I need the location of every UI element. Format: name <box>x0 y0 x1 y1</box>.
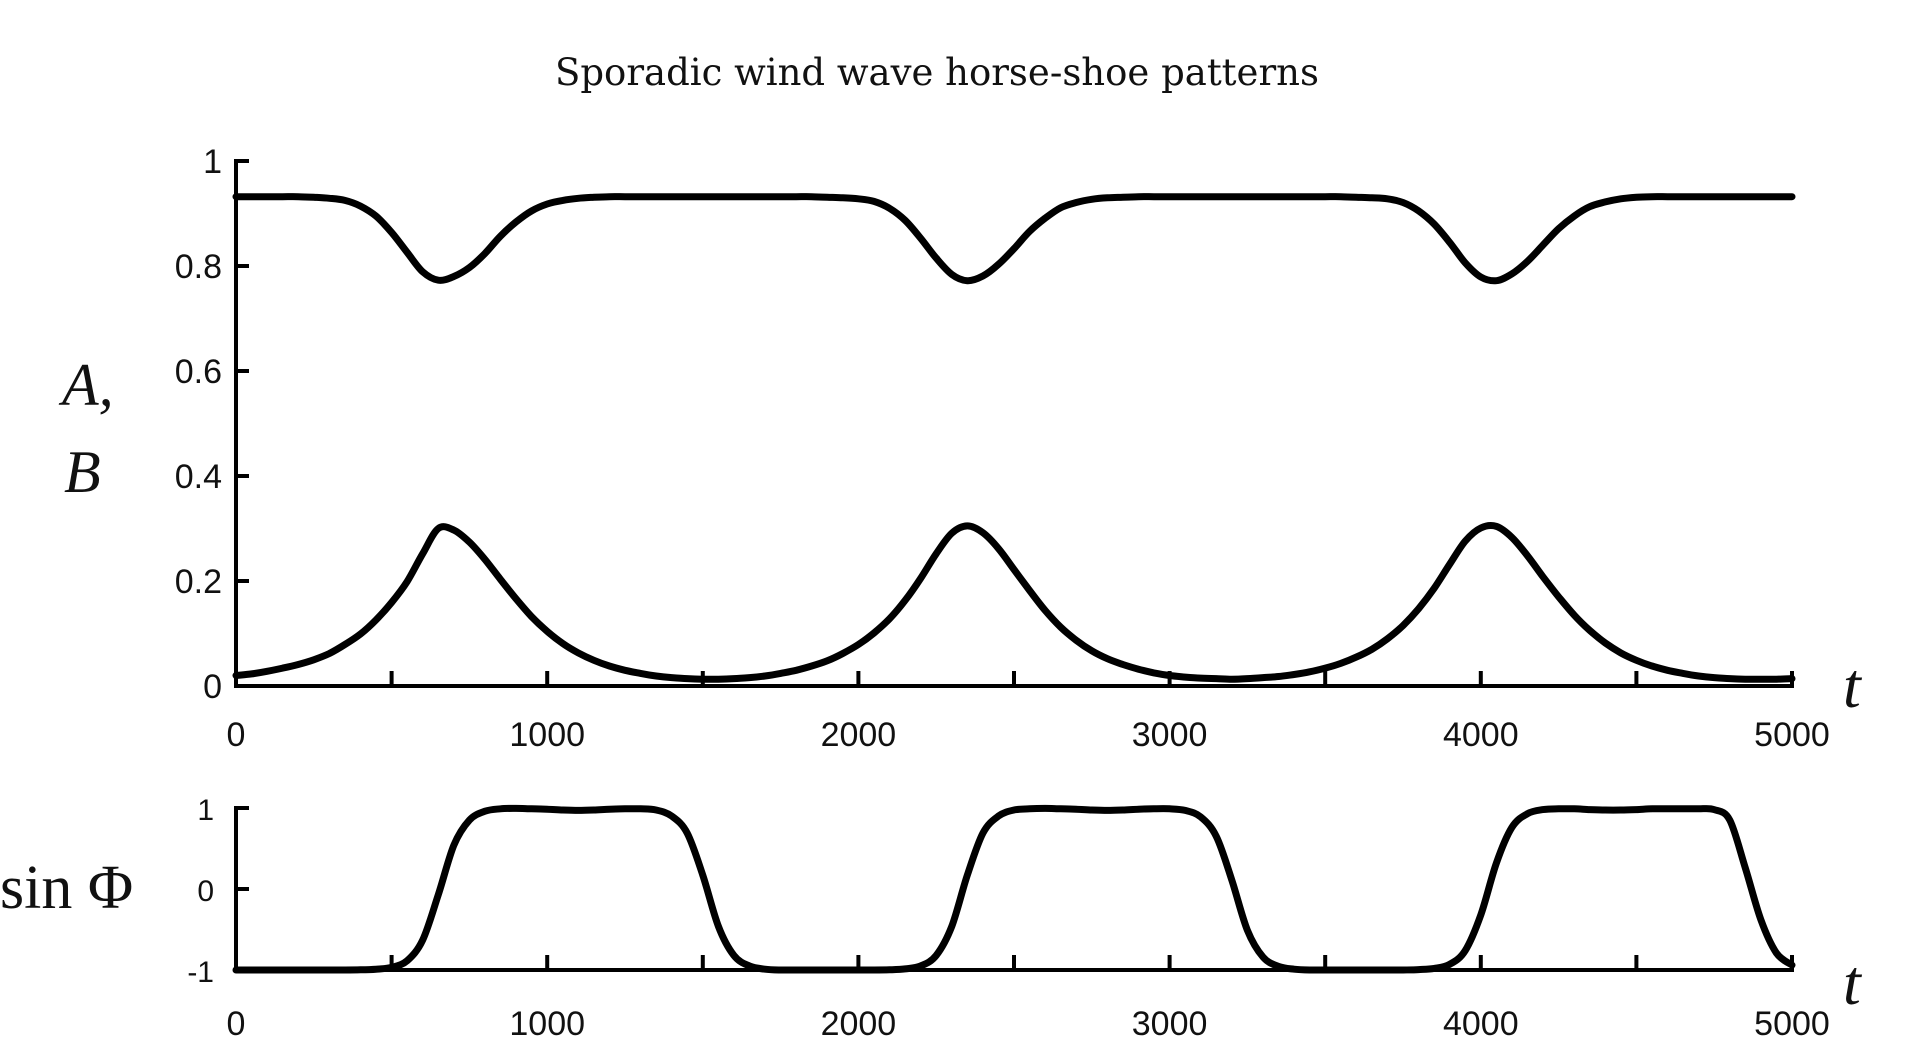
bottom-y-tick-label: -1 <box>187 956 214 989</box>
bottom-panel-phase: sin Φ -1 0 1 0 1000 2000 3000 4000 5000 t <box>0 794 1863 1043</box>
x-axis-label-t-bottom: t <box>1843 947 1863 1018</box>
bottom-x-tick-label: 5000 <box>1754 1005 1830 1043</box>
bottom-axes <box>234 806 1794 972</box>
chart-title: Sporadic wind wave horse-shoe patterns <box>555 51 1319 94</box>
bottom-axis-ticks: -1 0 1 0 1000 2000 3000 4000 5000 <box>187 794 1830 1043</box>
y-axis-label-sin-phi: sin Φ <box>0 854 133 922</box>
top-axis-ticks: 0 0.2 0.4 0.6 0.8 1 0 1000 2000 3000 4000 5000 <box>175 143 1830 754</box>
y-axis-label-b: B <box>64 439 101 505</box>
y-axis-label-a: A, <box>58 352 114 418</box>
top-y-tick-label: 0 <box>203 668 222 706</box>
top-x-tick-label: 2000 <box>821 716 897 754</box>
bottom-curves <box>232 804 1796 974</box>
series-a-line <box>232 193 1796 285</box>
bottom-x-tick-label: 3000 <box>1132 1005 1208 1043</box>
top-x-tick-label: 0 <box>227 716 246 754</box>
top-x-tick-label: 4000 <box>1443 716 1519 754</box>
top-x-tick-label: 1000 <box>509 716 585 754</box>
top-y-tick-label: 0.8 <box>175 248 222 286</box>
bottom-x-tick-label: 4000 <box>1443 1005 1519 1043</box>
top-axes <box>234 159 1794 688</box>
top-y-tick-label: 1 <box>203 143 222 181</box>
series-b-line <box>232 522 1796 683</box>
top-y-tick-label: 0.2 <box>175 563 222 601</box>
bottom-x-tick-label: 0 <box>227 1005 246 1043</box>
top-y-tick-label: 0.4 <box>175 458 222 496</box>
top-y-tick-label: 0.6 <box>175 353 222 391</box>
series-sin-line <box>232 804 1796 974</box>
bottom-x-tick-label: 2000 <box>821 1005 897 1043</box>
bottom-y-tick-label: 1 <box>197 794 214 827</box>
top-panel-amplitudes: A, B 0 0.2 0.4 0.6 0.8 1 0 1000 2000 3000 4000 5000… <box>58 143 1863 754</box>
x-axis-label-t-top: t <box>1843 650 1863 721</box>
bottom-y-tick-label: 0 <box>197 875 214 908</box>
top-curves <box>232 193 1796 683</box>
top-x-tick-label: 5000 <box>1754 716 1830 754</box>
bottom-x-tick-label: 1000 <box>509 1005 585 1043</box>
top-x-tick-label: 3000 <box>1132 716 1208 754</box>
